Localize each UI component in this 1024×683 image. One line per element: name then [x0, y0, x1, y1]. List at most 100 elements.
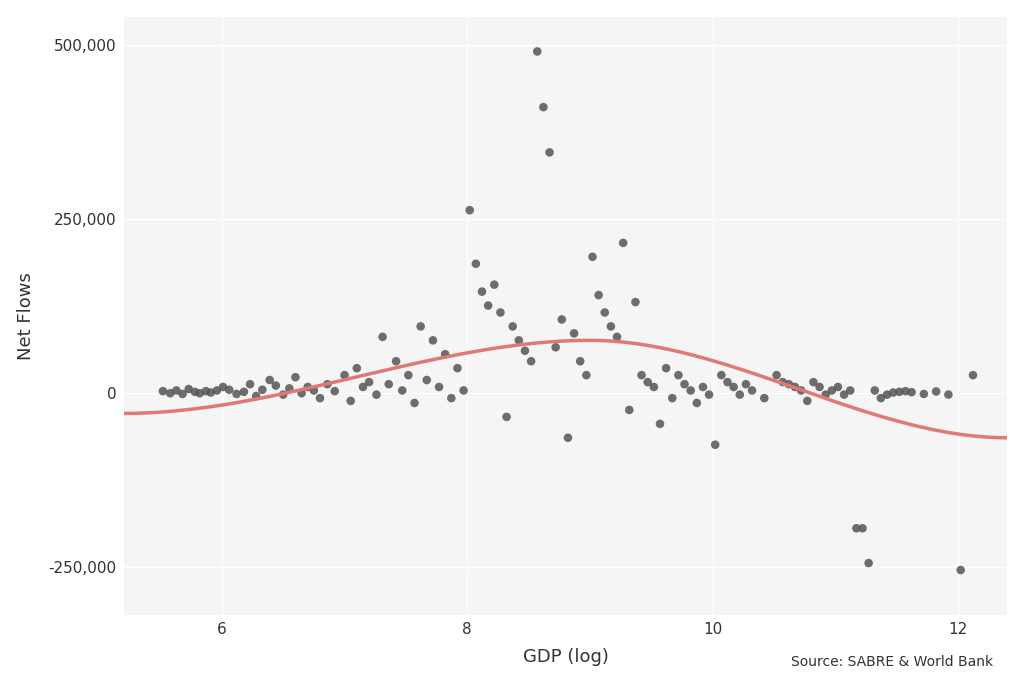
Point: [162, 388, 178, 399]
Point: [737, 378, 754, 389]
Point: [228, 389, 245, 400]
Point: [743, 385, 760, 396]
Point: [300, 382, 316, 393]
Point: [940, 389, 956, 400]
Point: [622, 404, 638, 415]
Point: [665, 393, 681, 404]
Point: [731, 389, 748, 400]
Point: [829, 382, 846, 393]
Point: [505, 321, 521, 332]
Point: [842, 385, 858, 396]
Point: [805, 376, 821, 387]
Point: [634, 370, 650, 380]
Point: [854, 522, 870, 533]
Text: Source: SABRE & World Bank: Source: SABRE & World Bank: [792, 656, 993, 669]
Point: [885, 387, 901, 398]
Point: [646, 382, 663, 393]
Point: [209, 385, 225, 396]
Point: [597, 307, 613, 318]
Point: [431, 382, 447, 393]
Point: [609, 331, 626, 342]
Point: [419, 374, 435, 385]
Point: [694, 382, 711, 393]
Point: [811, 382, 827, 393]
Point: [897, 386, 913, 397]
Point: [780, 378, 797, 389]
Point: [381, 378, 397, 389]
Point: [413, 321, 429, 332]
Point: [493, 307, 509, 318]
Point: [719, 376, 735, 387]
Point: [774, 376, 791, 387]
Point: [191, 388, 208, 399]
Point: [354, 382, 371, 393]
Point: [369, 389, 385, 400]
Point: [517, 346, 534, 357]
Y-axis label: Net Flows: Net Flows: [16, 272, 35, 360]
Point: [817, 389, 834, 400]
Point: [450, 363, 466, 374]
Point: [319, 378, 336, 389]
Point: [400, 370, 417, 380]
Point: [836, 389, 852, 400]
Point: [168, 385, 184, 396]
Point: [342, 395, 358, 406]
Point: [670, 370, 686, 380]
Point: [203, 387, 219, 398]
Point: [891, 387, 907, 398]
Point: [860, 557, 877, 568]
Point: [437, 349, 454, 360]
Point: [327, 386, 343, 397]
Point: [294, 388, 310, 399]
Point: [267, 380, 284, 391]
Point: [186, 387, 203, 398]
Point: [688, 398, 705, 408]
Point: [799, 395, 815, 406]
Point: [407, 398, 423, 408]
Point: [312, 393, 329, 404]
Point: [242, 378, 258, 389]
Point: [707, 439, 723, 450]
Point: [928, 386, 944, 397]
Point: [180, 384, 197, 395]
Point: [536, 102, 552, 113]
Point: [786, 382, 803, 393]
Point: [682, 385, 698, 396]
Point: [375, 331, 391, 342]
Point: [336, 370, 352, 380]
Point: [486, 279, 503, 290]
Point: [676, 378, 692, 389]
Point: [879, 389, 895, 400]
Point: [474, 286, 490, 297]
Point: [360, 376, 377, 387]
Point: [523, 356, 540, 367]
Point: [554, 314, 570, 325]
Point: [542, 147, 558, 158]
Point: [591, 290, 607, 301]
Point: [640, 376, 656, 387]
Point: [462, 205, 478, 216]
Point: [215, 382, 231, 393]
Point: [236, 387, 252, 398]
Point: [700, 389, 717, 400]
Point: [511, 335, 527, 346]
Point: [793, 385, 809, 396]
Point: [579, 370, 595, 380]
Point: [713, 370, 729, 380]
Point: [155, 386, 171, 397]
Point: [756, 393, 772, 404]
Point: [348, 363, 365, 374]
Point: [282, 383, 298, 394]
Point: [628, 296, 644, 307]
Point: [952, 565, 969, 576]
Point: [652, 419, 669, 430]
Point: [456, 385, 472, 396]
Point: [425, 335, 441, 346]
Point: [480, 300, 497, 311]
Point: [443, 393, 460, 404]
Point: [248, 391, 264, 402]
Point: [903, 387, 920, 398]
Point: [823, 385, 840, 396]
Point: [275, 389, 292, 400]
Point: [866, 385, 883, 396]
